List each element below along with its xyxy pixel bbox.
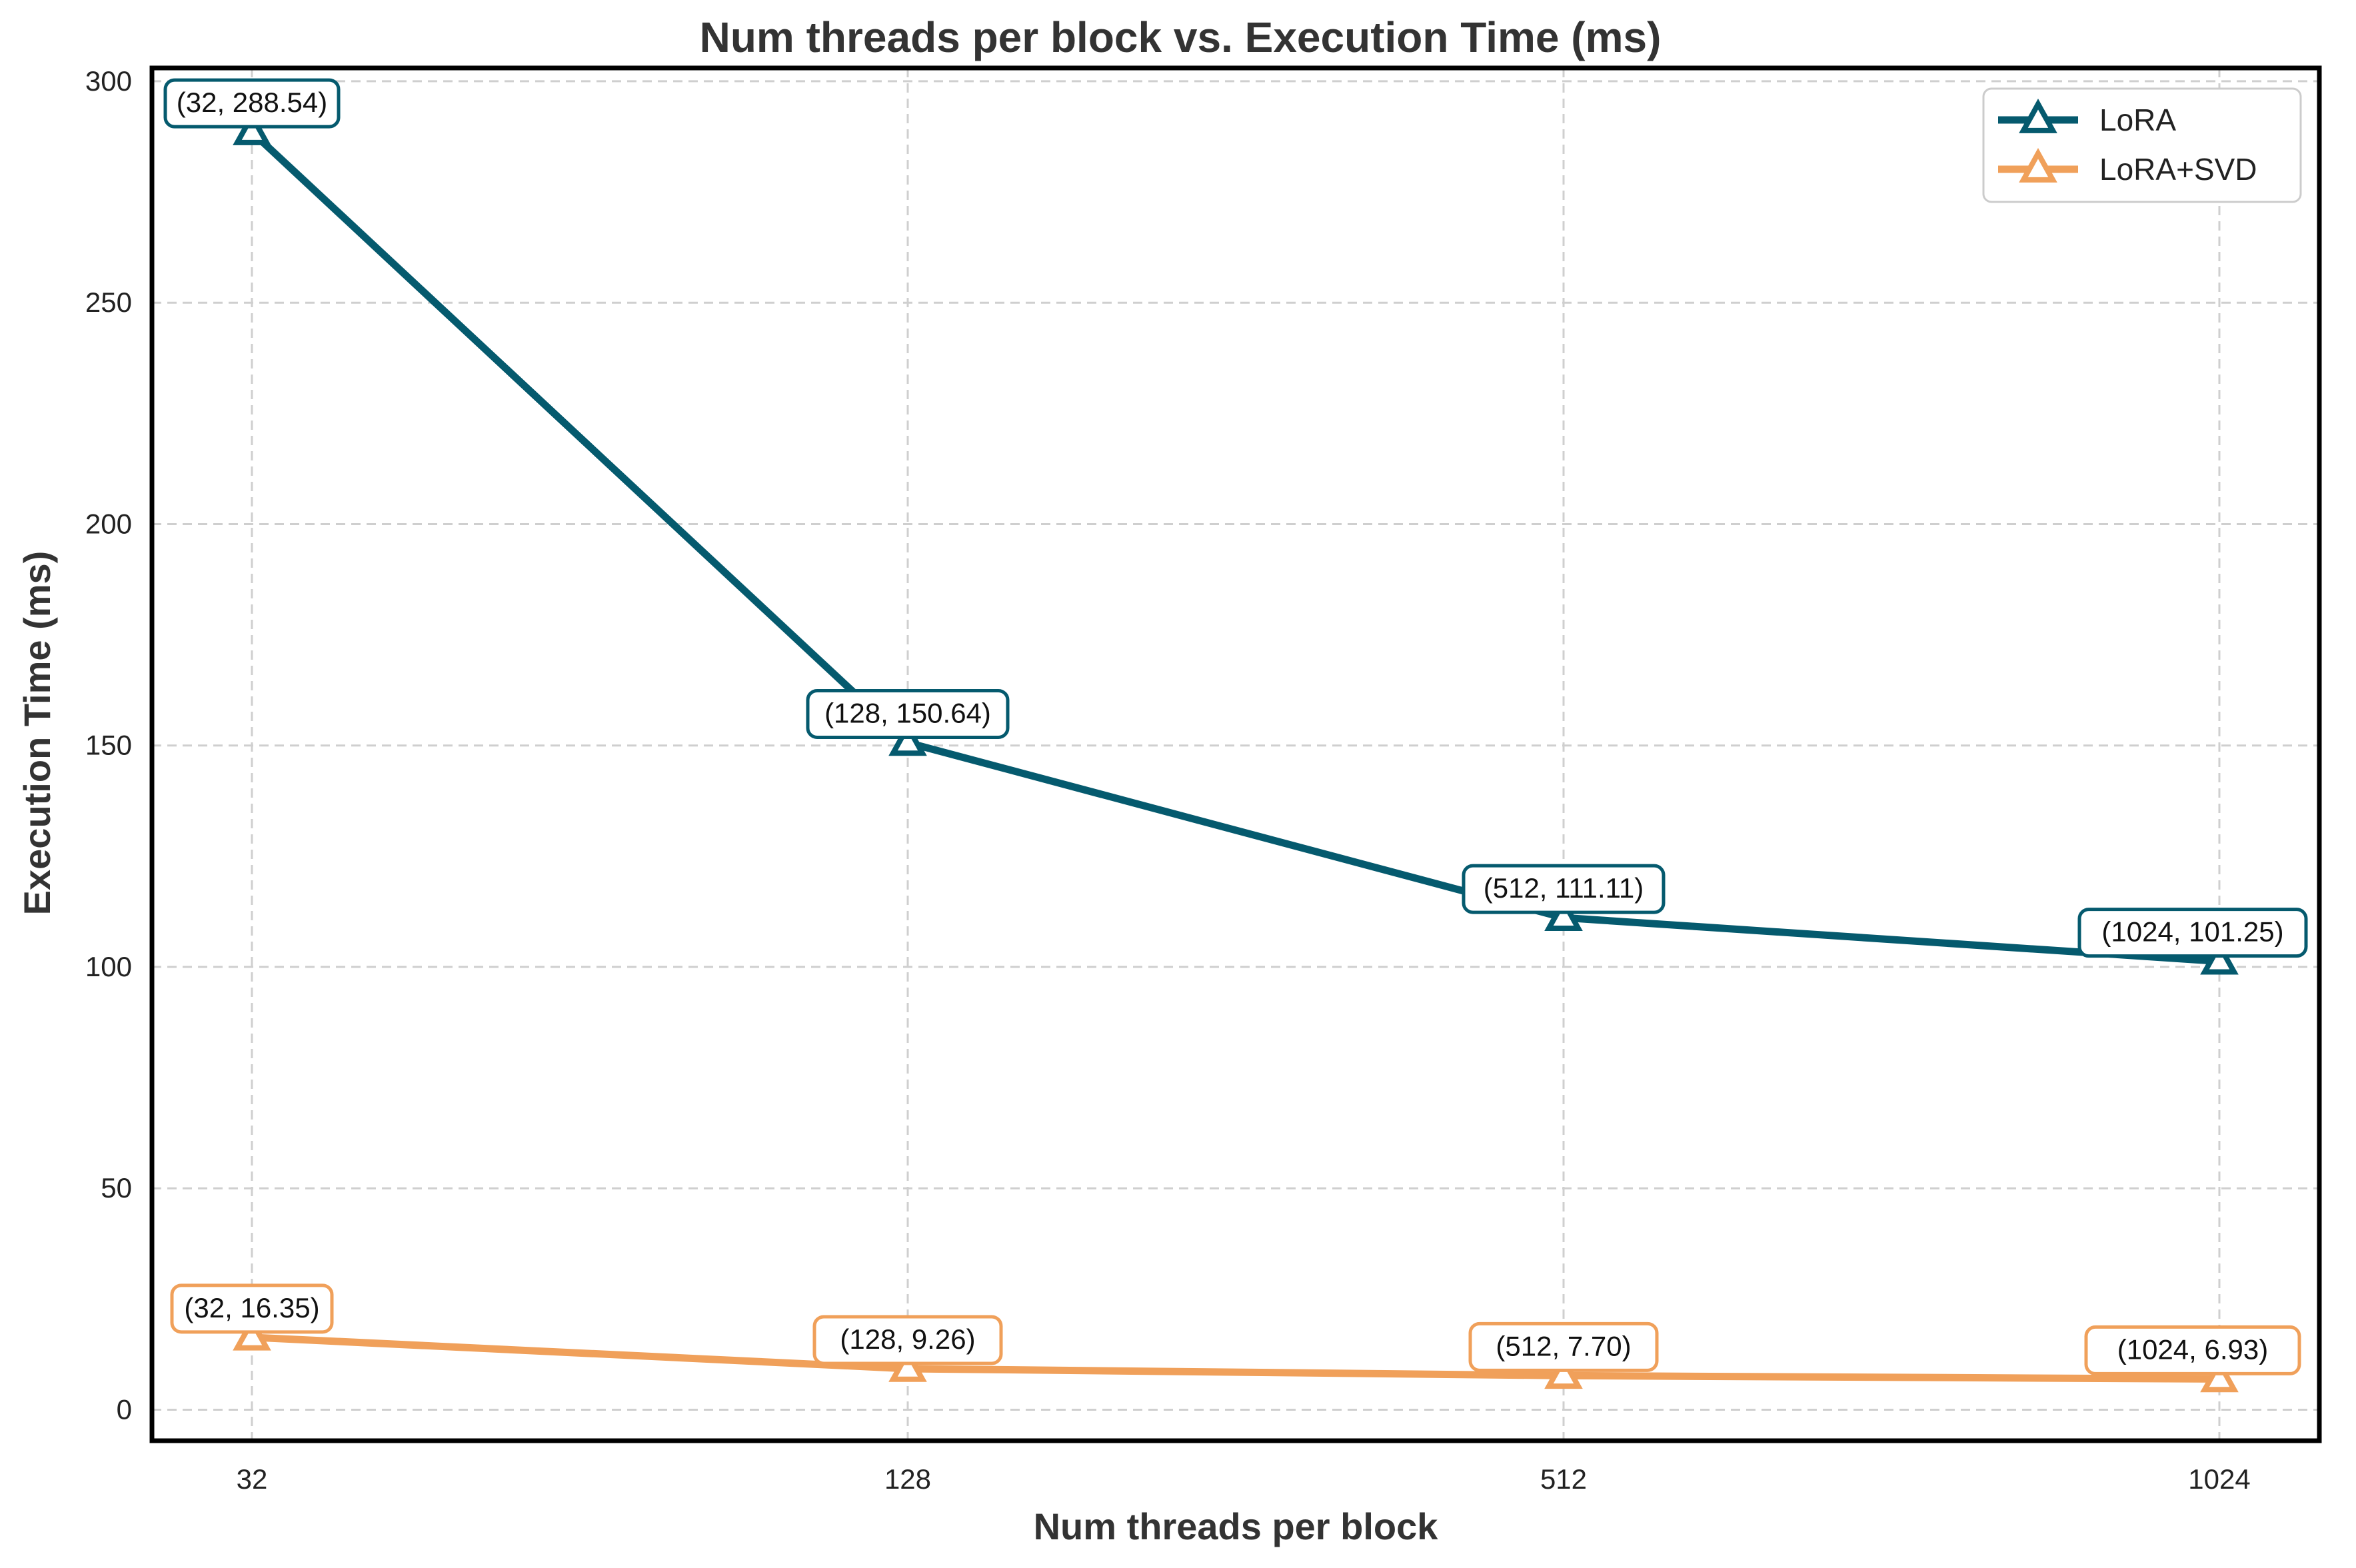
legend-entry: LoRA: [1998, 99, 2176, 137]
y-tick-label: 0: [117, 1393, 132, 1425]
series-line: [248, 1333, 2223, 1383]
data-label: (1024, 6.93): [2084, 1325, 2301, 1375]
data-label-text: (32, 288.54): [177, 87, 328, 118]
x-tick-label: 128: [884, 1463, 931, 1495]
data-label-box: [170, 1283, 334, 1334]
legend-entry: LoRA+SVD: [1998, 148, 2257, 187]
y-axis-label: Execution Time (ms): [16, 551, 58, 916]
chart-title: Num threads per block vs. Execution Time…: [700, 13, 1662, 61]
data-point-marker: [233, 111, 271, 145]
x-tick-label: 512: [1540, 1463, 1587, 1495]
data-point-marker: [888, 721, 927, 756]
data-point-marker: [2200, 940, 2239, 975]
legend-marker: [2019, 99, 2057, 133]
data-point-marker: [888, 1347, 927, 1382]
series-layer: [233, 111, 2239, 1393]
y-tick-label: 150: [85, 730, 132, 761]
data-label: (128, 150.64): [806, 688, 1010, 739]
grid-lines: [152, 68, 2319, 1441]
data-label-text: (1024, 101.25): [2101, 916, 2283, 948]
y-tick-label: 300: [85, 65, 132, 97]
data-label: (512, 7.70): [1468, 1321, 1659, 1372]
data-point-marker: [2200, 1357, 2239, 1393]
data-point-marker: [1544, 1354, 1583, 1389]
data-label-box: [163, 78, 341, 129]
y-tick-label: 250: [85, 287, 132, 318]
data-label: (128, 9.26): [812, 1315, 1003, 1365]
x-tick-label: 1024: [2188, 1463, 2250, 1495]
data-label-box: [812, 1315, 1003, 1365]
data-label-text: (128, 150.64): [824, 697, 991, 728]
data-label-text: (1024, 6.93): [2117, 1333, 2269, 1365]
x-tick-label: 32: [237, 1463, 268, 1495]
data-label: (32, 288.54): [163, 78, 341, 129]
legend-label: LoRA: [2099, 103, 2176, 137]
data-label: (512, 111.11): [1462, 864, 1666, 914]
data-label-box: [1462, 864, 1666, 914]
data-label-box: [806, 688, 1010, 739]
data-label-box: [1468, 1321, 1659, 1372]
data-label: (32, 16.35): [170, 1283, 334, 1334]
data-label-text: (512, 111.11): [1484, 872, 1644, 904]
data-label-text: (32, 16.35): [184, 1292, 319, 1323]
data-labels-layer: (32, 288.54) (128, 150.64) (512, 111.11) (1…: [163, 78, 2308, 1375]
x-axis-ticks: 32 128 512 1024: [237, 1463, 2251, 1495]
data-point-marker: [1544, 896, 1583, 931]
y-tick-label: 100: [85, 951, 132, 982]
plot-frame: [149, 65, 2322, 1443]
series-line: [248, 128, 2223, 966]
series-lora-svd: [233, 1315, 2239, 1393]
data-label-text: (512, 7.70): [1496, 1330, 1631, 1361]
data-label-box: [2077, 908, 2308, 958]
series-lora: [233, 111, 2239, 975]
y-tick-label: 200: [85, 508, 132, 539]
data-label-text: (128, 9.26): [840, 1323, 975, 1355]
data-label: (1024, 101.25): [2077, 908, 2308, 958]
legend-label: LoRA+SVD: [2099, 152, 2257, 187]
data-point-marker: [233, 1315, 271, 1351]
y-axis-ticks: 0 50 100 150 200 250 300: [85, 65, 132, 1425]
legend: LoRA LoRA+SVD: [1982, 87, 2302, 203]
data-label-box: [2084, 1325, 2301, 1375]
y-tick-label: 50: [101, 1172, 132, 1203]
legend-marker: [2019, 148, 2057, 183]
x-axis-label: Num threads per block: [1034, 1505, 1439, 1547]
